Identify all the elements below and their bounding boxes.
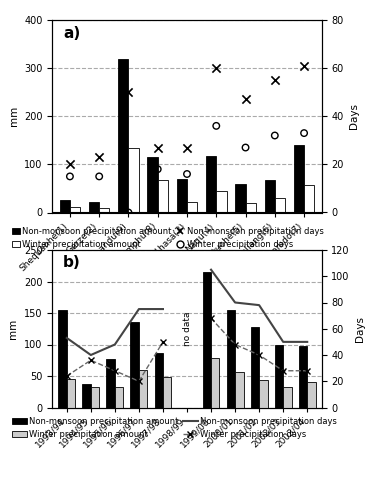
Bar (299, 346, 307, 408)
Bar (128, 148, 139, 212)
Bar (235, 372, 243, 408)
Point (155, 165, 161, 173)
Point (184, 170, 190, 178)
Point (155, 144, 161, 152)
Bar (147, 157, 158, 212)
Bar (154, 352, 163, 408)
Bar (60, 200, 70, 212)
Bar (67, 379, 75, 408)
Bar (158, 180, 168, 212)
Bar (283, 386, 292, 407)
Point (67, 160, 73, 168)
Bar (294, 145, 304, 212)
Bar (275, 198, 285, 212)
Bar (251, 327, 259, 407)
Bar (118, 58, 128, 212)
Legend: Non-monsoon precipitation amount, Winter precipitation amount, Non-monsoon preci: Non-monsoon precipitation amount, Winter… (12, 416, 337, 439)
Bar (177, 179, 187, 212)
Point (243, 144, 249, 152)
Text: b): b) (63, 254, 81, 270)
Point (301, 129, 307, 137)
Y-axis label: mm: mm (9, 318, 18, 339)
Point (125, 208, 131, 216)
Bar (235, 184, 246, 212)
Bar (206, 156, 216, 212)
Bar (259, 380, 267, 407)
Bar (275, 344, 283, 408)
Point (213, 64, 219, 72)
Bar (211, 358, 220, 408)
Point (184, 144, 190, 152)
Bar (163, 378, 171, 408)
Bar (99, 208, 110, 212)
Text: no data: no data (183, 312, 191, 346)
Point (301, 62, 307, 70)
Legend: Non-monsoon precipitation amount, Winter precipitation amount, Non-monsoon preci: Non-monsoon precipitation amount, Winter… (12, 226, 324, 249)
Bar (264, 180, 275, 212)
Bar (58, 310, 67, 408)
Bar (203, 272, 211, 407)
Bar (216, 191, 227, 212)
Bar (91, 388, 99, 407)
Bar (131, 322, 139, 408)
Bar (107, 359, 115, 408)
Point (96, 153, 102, 161)
Point (125, 88, 131, 96)
Point (272, 76, 278, 84)
Y-axis label: mm: mm (9, 106, 19, 126)
Bar (187, 202, 197, 212)
Bar (70, 206, 80, 212)
Bar (89, 202, 99, 212)
Bar (139, 370, 147, 408)
Bar (304, 184, 314, 212)
Bar (307, 382, 316, 407)
Bar (227, 310, 235, 408)
Point (243, 96, 249, 104)
Bar (82, 384, 91, 407)
Point (96, 172, 102, 180)
Point (67, 172, 73, 180)
Bar (115, 386, 123, 407)
Text: a): a) (63, 26, 80, 41)
Y-axis label: Days: Days (349, 103, 359, 129)
Bar (246, 203, 256, 212)
Point (272, 132, 278, 140)
Point (213, 122, 219, 130)
Y-axis label: Days: Days (355, 316, 365, 342)
